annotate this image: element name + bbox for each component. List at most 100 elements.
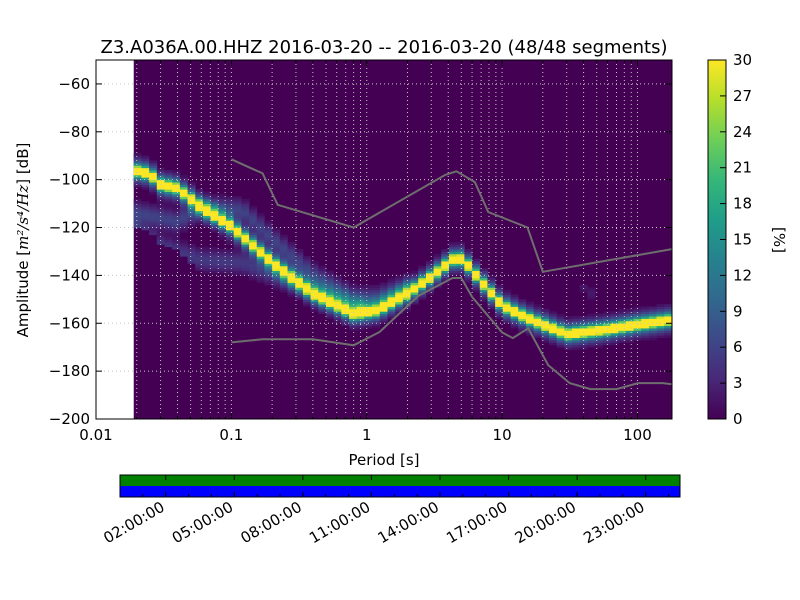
histogram-cell	[202, 253, 212, 257]
histogram-cell	[187, 220, 196, 224]
histogram-cell	[510, 304, 519, 307]
histogram-cell	[279, 268, 288, 272]
histogram-cell	[218, 265, 227, 269]
histogram-cell	[241, 251, 250, 255]
timeline-coverage-bar-bottom	[120, 486, 680, 497]
histogram-cell	[202, 225, 212, 228]
histogram-cell	[249, 237, 258, 240]
histogram-cell	[449, 246, 458, 250]
histogram-cell	[202, 261, 212, 264]
histogram-cell	[541, 330, 550, 334]
histogram-cell	[664, 311, 672, 315]
histogram-cell	[172, 217, 181, 221]
histogram-cell	[179, 191, 188, 195]
histogram-cell	[618, 320, 627, 324]
histogram-cell	[364, 316, 373, 319]
histogram-cell	[564, 328, 573, 331]
histogram-cell	[302, 284, 311, 288]
histogram-cell	[541, 335, 550, 339]
histogram-cell	[518, 308, 527, 312]
colorbar-label: [%]	[770, 227, 788, 253]
histogram-cell	[264, 246, 273, 250]
histogram-cell	[187, 205, 196, 209]
histogram-cell	[595, 325, 604, 329]
histogram-cell	[641, 330, 650, 334]
histogram-cell	[195, 201, 204, 204]
histogram-cell	[325, 292, 335, 295]
histogram-cell	[141, 186, 150, 190]
histogram-cell	[195, 253, 204, 257]
histogram-cell	[195, 191, 204, 195]
histogram-cell	[187, 217, 196, 221]
histogram-cell	[402, 301, 411, 305]
histogram-cell	[449, 268, 458, 272]
histogram-cell	[572, 323, 581, 327]
histogram-cell	[256, 273, 265, 276]
histogram-cell	[256, 213, 265, 216]
histogram-cell	[295, 251, 304, 255]
histogram-cell	[548, 340, 558, 343]
histogram-cell	[648, 306, 658, 310]
histogram-cell	[341, 280, 350, 283]
histogram-cell	[172, 234, 181, 238]
histogram-cell	[172, 229, 181, 233]
histogram-cell	[349, 304, 358, 307]
histogram-cell	[179, 239, 188, 243]
histogram-cell	[133, 208, 142, 212]
histogram-cell	[133, 222, 142, 226]
histogram-cell	[610, 320, 619, 324]
histogram-cell	[387, 311, 396, 315]
histogram-cell	[272, 280, 281, 283]
histogram-cell	[249, 241, 258, 245]
histogram-cell	[218, 261, 227, 264]
histogram-cell	[372, 294, 381, 298]
timeline-tick-label: 08:00:00	[238, 498, 305, 547]
histogram-cell	[525, 325, 534, 329]
histogram-cell	[218, 258, 227, 262]
histogram-cell	[195, 268, 204, 272]
histogram-cell	[210, 253, 219, 257]
histogram-cell	[241, 205, 250, 209]
histogram-cell	[218, 225, 227, 228]
histogram-cell	[441, 258, 450, 262]
histogram-cell	[572, 347, 581, 350]
histogram-cell	[564, 320, 573, 324]
histogram-cell	[233, 237, 242, 240]
histogram-cell	[141, 167, 150, 171]
histogram-cell	[179, 196, 188, 200]
histogram-cell	[379, 311, 388, 315]
histogram-cell	[249, 217, 258, 221]
histogram-cell	[472, 284, 481, 288]
histogram-cell	[172, 172, 181, 176]
histogram-cell	[441, 265, 450, 269]
histogram-cell	[233, 244, 242, 248]
histogram-cell	[295, 275, 304, 279]
histogram-cell	[133, 210, 142, 214]
histogram-cell	[164, 174, 173, 178]
histogram-cell	[433, 268, 442, 272]
histogram-cell	[187, 244, 196, 248]
histogram-cell	[295, 268, 304, 272]
histogram-cell	[595, 323, 604, 327]
histogram-cell	[333, 316, 342, 319]
histogram-cell	[241, 220, 250, 224]
nhnm-line	[230, 158, 672, 273]
histogram-cell	[249, 234, 258, 238]
histogram-cell	[210, 261, 219, 264]
histogram-cell	[579, 328, 588, 331]
histogram-cell	[302, 261, 311, 264]
histogram-cell	[279, 234, 288, 238]
histogram-cells	[133, 153, 672, 350]
histogram-cell	[364, 318, 373, 322]
histogram-cell	[226, 220, 235, 224]
histogram-cell	[310, 292, 319, 295]
histogram-cell	[541, 311, 550, 315]
histogram-cell	[179, 174, 188, 178]
histogram-cell	[364, 299, 373, 303]
histogram-cell	[372, 325, 381, 329]
histogram-cell	[479, 296, 488, 300]
histogram-cell	[564, 316, 573, 319]
histogram-cell	[179, 179, 188, 183]
histogram-cell	[233, 261, 242, 264]
histogram-cell	[372, 292, 381, 295]
